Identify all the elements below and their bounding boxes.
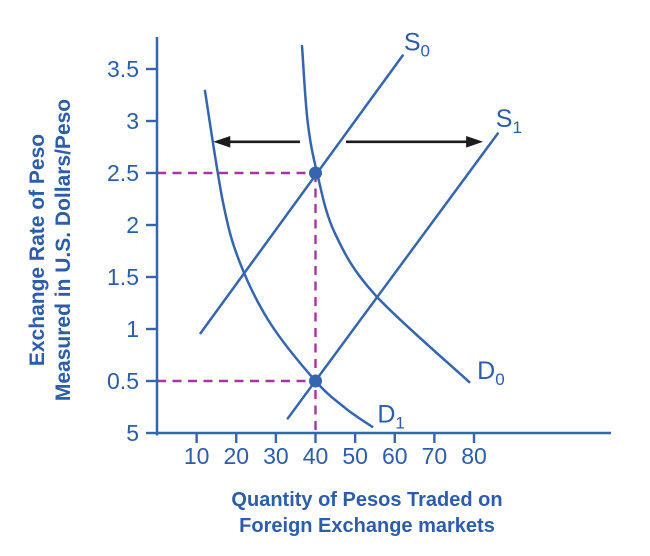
x-axis-title-line1: Quantity of Pesos Traded on [231,489,503,511]
x-tick-label: 70 [422,443,448,469]
demand-shift-arrow-head [213,136,231,148]
curve-s1 [286,132,500,420]
y-tick-label: 3.5 [107,56,139,82]
y-tick-label: 2.5 [107,160,139,186]
y-tick-label: 0.5 [107,368,139,394]
curve-d0 [300,44,471,384]
x-tick-label: 10 [184,443,210,469]
y-tick-label: 1.5 [107,264,139,290]
x-axis-title: Quantity of Pesos Traded on Foreign Exch… [167,487,567,539]
supply-shift-arrow-head [466,136,484,148]
x-tick-label: 30 [263,443,289,469]
original-equilibrium-point [309,166,322,180]
curve-s0 [199,54,404,335]
y-tick-label: 5 [126,420,139,446]
curve-label-d0: D0 [477,357,505,389]
x-tick-label: 40 [303,443,329,469]
y-tick-label: 3 [126,108,139,134]
curve-label-d1: D1 [377,401,405,433]
curve-d1 [203,89,374,429]
curve-label-s0: S0 [404,28,430,60]
x-tick-label: 20 [223,443,249,469]
curve-label-s1: S1 [496,105,522,137]
x-axis-title-line2: Foreign Exchange markets [239,515,495,537]
x-tick-label: 50 [342,443,368,469]
new-equilibrium-point [309,374,322,388]
x-tick-label: 80 [461,443,487,469]
y-tick-label: 2 [126,212,139,238]
y-tick-label: 1 [126,316,139,342]
x-tick-label: 60 [382,443,408,469]
